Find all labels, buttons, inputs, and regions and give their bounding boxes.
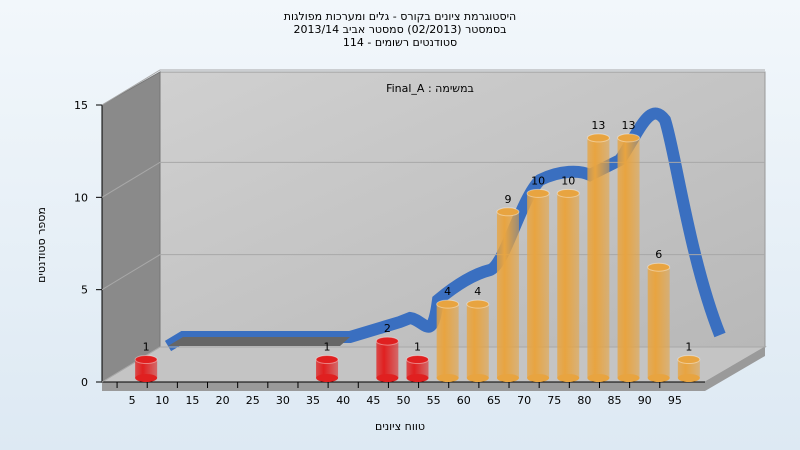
data-label: 9 <box>504 193 511 206</box>
grid-line <box>101 69 765 106</box>
data-label: 13 <box>622 119 636 132</box>
data-label: 1 <box>143 341 150 354</box>
x-tick-label: 50 <box>397 394 411 407</box>
bar <box>496 207 520 382</box>
x-tick-label: 90 <box>638 394 652 407</box>
x-tick-label: 25 <box>246 394 260 407</box>
chart-title: בסמסטר (02/2013) סמסטר אביב 2013/14 <box>293 23 506 36</box>
x-tick-label: 35 <box>306 394 320 407</box>
bar <box>406 355 429 382</box>
bar <box>466 299 490 382</box>
y-tick-label: 5 <box>81 284 88 297</box>
bar <box>677 355 701 382</box>
bar <box>556 188 580 382</box>
x-tick-label: 5 <box>129 394 136 407</box>
x-tick-label: 45 <box>366 394 380 407</box>
grid-line <box>101 161 765 198</box>
data-label: 4 <box>474 285 481 298</box>
bar <box>134 355 158 382</box>
bar <box>526 188 550 382</box>
x-tick-label: 10 <box>155 394 169 407</box>
data-label: 10 <box>561 174 575 187</box>
x-tick-label: 55 <box>427 394 441 407</box>
x-tick-label: 40 <box>336 394 350 407</box>
y-tick-label: 0 <box>81 376 88 389</box>
data-label: 10 <box>531 174 545 187</box>
fit-curve <box>164 107 726 352</box>
side-wall <box>101 71 161 383</box>
chart-title: 114 - סטודנטים רשומים <box>343 36 457 49</box>
y-axis-label: מספר סטודנטים <box>35 207 48 283</box>
x-tick-label: 20 <box>216 394 230 407</box>
fit-curve-flat <box>168 337 350 346</box>
chart-title: היסטוגרמת ציונים בקורס - גלים ומערכות מפ… <box>284 10 516 23</box>
x-axis-label: טווח ציונים <box>375 420 425 433</box>
bar <box>617 133 641 382</box>
data-label: 4 <box>444 285 451 298</box>
x-tick-label: 95 <box>668 394 682 407</box>
x-tick-label: 15 <box>185 394 199 407</box>
subtitle: Final_A : במשימה <box>386 82 474 95</box>
data-label: 1 <box>324 341 331 354</box>
data-label: 1 <box>414 341 421 354</box>
data-label: 6 <box>655 248 662 261</box>
bar <box>586 133 610 382</box>
x-tick-label: 65 <box>487 394 501 407</box>
bar <box>436 299 460 382</box>
bar <box>375 336 399 382</box>
x-tick-label: 70 <box>517 394 531 407</box>
x-tick-label: 85 <box>608 394 622 407</box>
x-tick-label: 75 <box>547 394 561 407</box>
x-tick-label: 80 <box>577 394 591 407</box>
bar <box>647 262 671 382</box>
back-wall <box>159 71 766 348</box>
data-label: 13 <box>591 119 605 132</box>
x-tick-label: 60 <box>457 394 471 407</box>
bar <box>315 355 339 382</box>
data-label: 1 <box>685 341 692 354</box>
y-tick-label: 15 <box>74 99 88 112</box>
x-tick-label: 30 <box>276 394 290 407</box>
data-label: 2 <box>384 322 391 335</box>
y-tick-label: 10 <box>74 191 88 204</box>
